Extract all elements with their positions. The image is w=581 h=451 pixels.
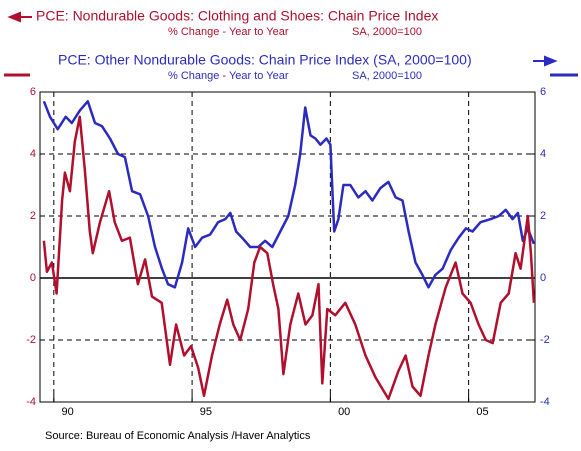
y2-tick-label: 2 xyxy=(540,210,546,222)
x-tick-label: 95 xyxy=(200,406,212,418)
legend-entry: PCE: Other Nondurable Goods: Chain Price… xyxy=(58,52,472,68)
source: Source: Bureau of Economic Analysis /Hav… xyxy=(45,430,311,442)
plot-frame xyxy=(39,91,536,403)
y-tick-label: -2 xyxy=(26,334,36,346)
x-tick-label: 90 xyxy=(62,406,74,418)
legend-entry: PCE: Nondurable Goods: Clothing and Shoe… xyxy=(36,8,438,24)
series-line xyxy=(42,100,536,289)
y2-tick-label: -2 xyxy=(540,334,550,346)
y-tick-label: 0 xyxy=(30,272,36,284)
y-tick-label: 2 xyxy=(30,210,36,222)
y2-tick-label: 4 xyxy=(540,148,546,160)
y-tick-label: 4 xyxy=(30,148,36,160)
y2-tick-label: 0 xyxy=(540,272,546,284)
legend-arrow xyxy=(533,55,558,67)
y-tick-label: 6 xyxy=(30,86,36,98)
series-note: SA, 2000=100 xyxy=(352,70,422,82)
y2-tick-label: 6 xyxy=(540,86,546,98)
series-note: SA, 2000=100 xyxy=(352,26,422,38)
series-line xyxy=(42,115,536,401)
x-tick-label: 05 xyxy=(476,406,488,418)
y-tick-label: -4 xyxy=(26,396,36,408)
series-units: % Change - Year to Year xyxy=(168,70,289,82)
series-units: % Change - Year to Year xyxy=(168,26,289,38)
legend-arrow xyxy=(7,11,32,23)
y2-tick-label: -4 xyxy=(540,396,550,408)
x-tick-label: 00 xyxy=(338,406,350,418)
